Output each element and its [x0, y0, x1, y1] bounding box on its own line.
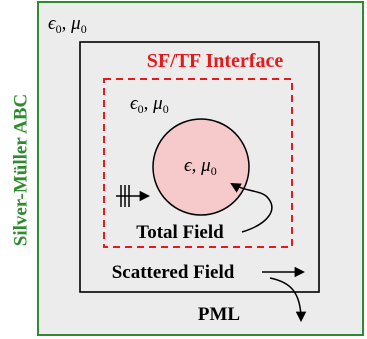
- total-field-label: Total Field: [136, 222, 224, 243]
- pml-boundary: [79, 41, 320, 293]
- outer-medium-label: ϵ0, μ0: [48, 13, 87, 36]
- scatterer-medium-label: ϵ, μ0: [184, 155, 217, 178]
- inner-medium-label: ϵ0, μ0: [130, 93, 169, 116]
- scattered-field-arrow-down: [269, 277, 307, 323]
- silver-muller-abc-label: Silver-Müller ABC: [10, 94, 31, 247]
- sf-tf-interface-label: SF/TF Interface: [147, 50, 284, 72]
- incident-wave-icon: [116, 185, 151, 207]
- sf-tf-interface-boundary: [103, 78, 293, 248]
- scatterer-circle: [152, 118, 250, 216]
- scattered-field-label: Scattered Field: [112, 262, 235, 283]
- total-field-arrow: [230, 182, 273, 233]
- pml-label: PML: [198, 304, 240, 325]
